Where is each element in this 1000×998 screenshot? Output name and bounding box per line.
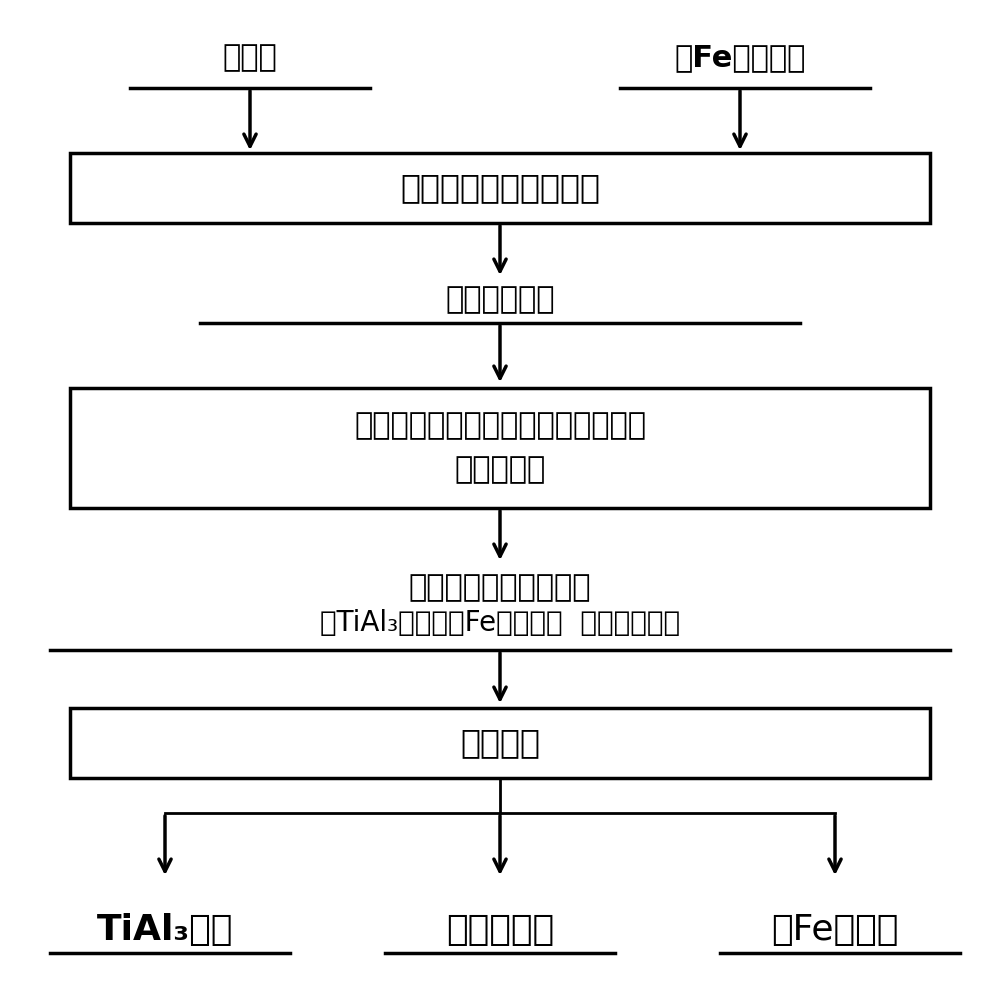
Text: 分离后的钓铝合金铸锶: 分离后的钓铝合金铸锶: [409, 574, 591, 603]
Text: （TiAl₃合金、低Fe铝合金、  杂质富集相）: （TiAl₃合金、低Fe铝合金、 杂质富集相）: [320, 609, 680, 637]
Text: 机械切割: 机械切割: [460, 727, 540, 759]
Text: 真空或惯性气氛下燕炼: 真空或惯性气氛下燕炼: [400, 172, 600, 205]
Bar: [70, 153, 930, 223]
Text: 钓物料: 钓物料: [223, 44, 277, 73]
Bar: [70, 388, 930, 508]
Text: 分离和提纯: 分离和提纯: [454, 455, 546, 484]
Text: 钓铝合金燕体: 钓铝合金燕体: [445, 285, 555, 314]
Bar: [70, 708, 930, 778]
Text: TiAl₃合金: TiAl₃合金: [97, 913, 233, 947]
Text: 真空或惯性气氛下电磁感应定向凝固: 真空或惯性气氛下电磁感应定向凝固: [354, 411, 646, 440]
Text: 杂质富集相: 杂质富集相: [446, 913, 554, 947]
Text: 含Fe废铝合金: 含Fe废铝合金: [674, 44, 806, 73]
Text: 低Fe铝合金: 低Fe铝合金: [771, 913, 899, 947]
